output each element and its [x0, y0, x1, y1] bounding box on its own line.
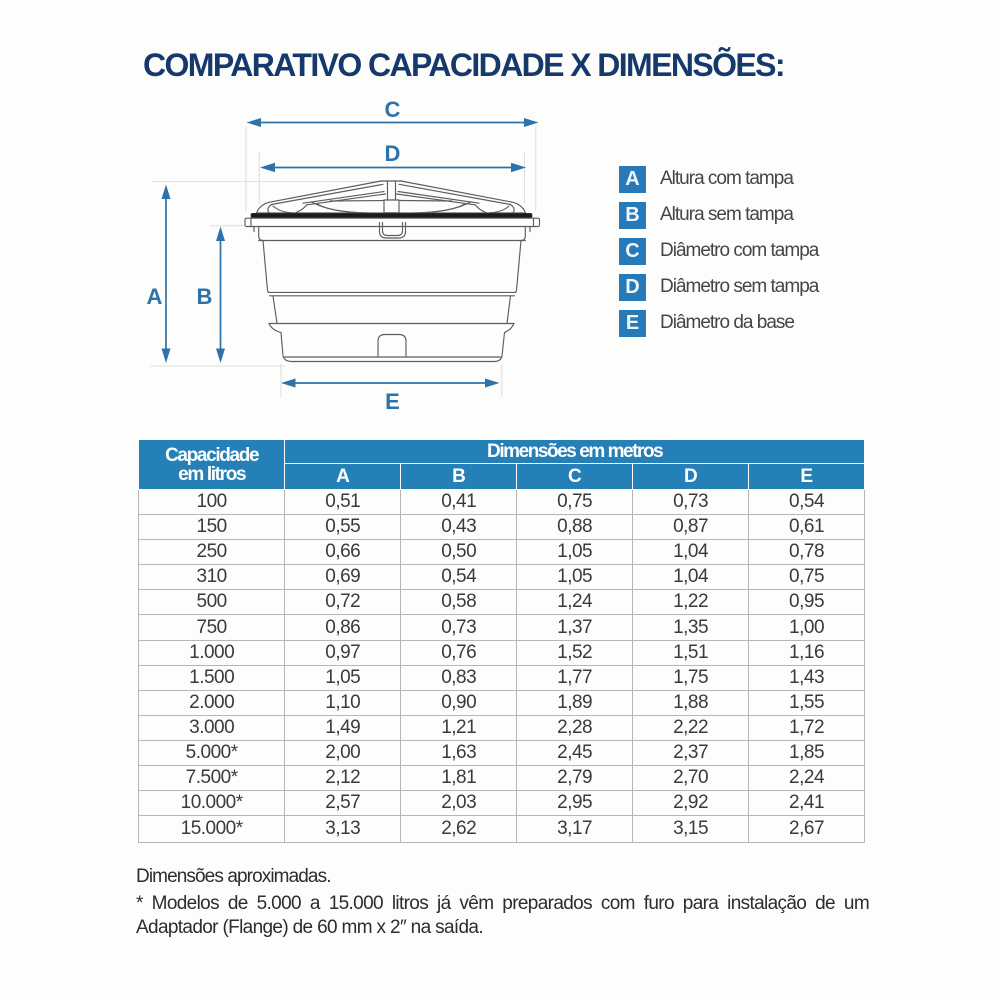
svg-text:D: D	[385, 141, 401, 166]
svg-text:E: E	[385, 389, 400, 414]
svg-text:A: A	[147, 284, 163, 309]
svg-text:C: C	[385, 97, 401, 122]
svg-text:B: B	[197, 284, 213, 309]
